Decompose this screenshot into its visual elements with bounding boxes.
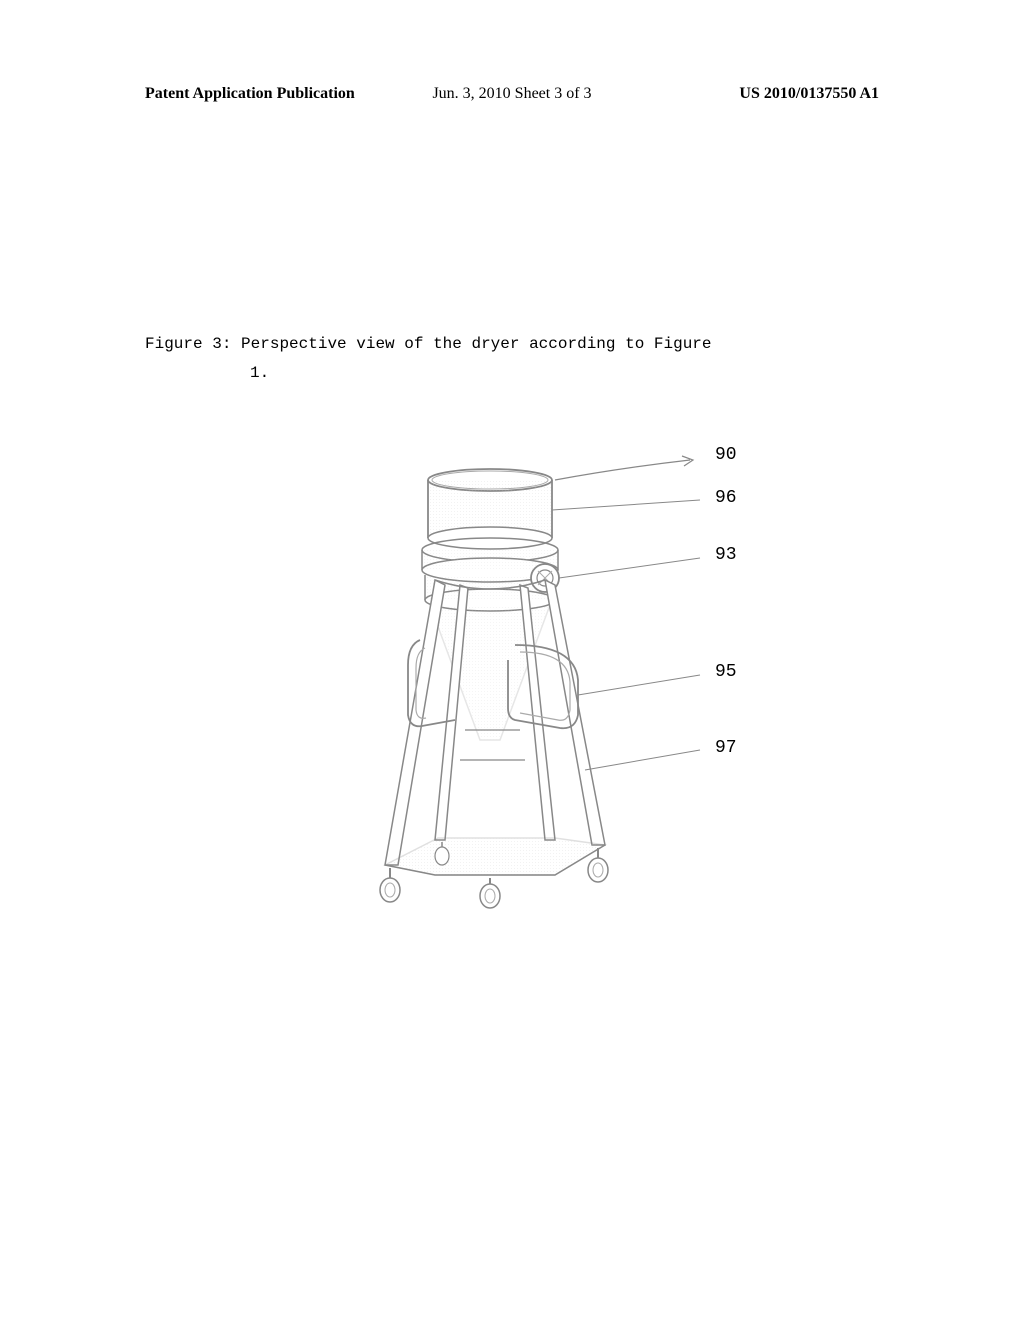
header-center: Jun. 3, 2010 Sheet 3 of 3 <box>432 85 591 103</box>
label-93: 93 <box>715 545 737 565</box>
header-right: US 2010/0137550 A1 <box>739 85 879 103</box>
caption-prefix: Figure 3: <box>145 335 231 353</box>
caption-text: Perspective view of the dryer according … <box>241 335 711 353</box>
caster-front-center <box>480 878 500 908</box>
dryer-illustration <box>360 450 780 920</box>
caption-line2: 1. <box>250 359 712 388</box>
label-90: 90 <box>715 445 737 465</box>
label-95: 95 <box>715 662 737 682</box>
label-97: 97 <box>715 738 737 758</box>
caster-front-left <box>380 868 400 902</box>
figure-container: 90 96 93 95 97 <box>280 430 860 920</box>
label-96: 96 <box>715 488 737 508</box>
page-header: Patent Application Publication Jun. 3, 2… <box>0 85 1024 103</box>
header-left: Patent Application Publication <box>145 85 355 103</box>
figure-caption: Figure 3: Perspective view of the dryer … <box>145 330 712 388</box>
